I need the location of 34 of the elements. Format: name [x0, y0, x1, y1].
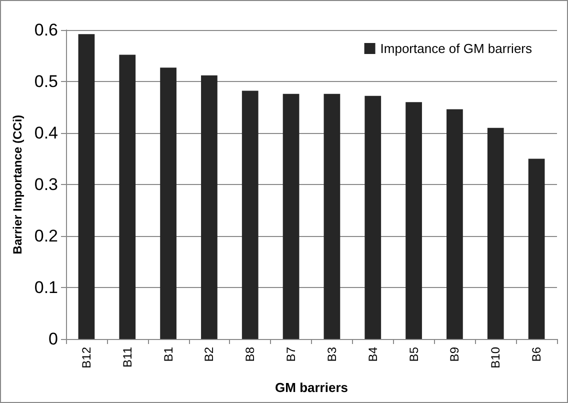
y-axis-title: Barrier Importance (CCi)	[10, 114, 24, 254]
x-axis-title: GM barriers	[275, 380, 348, 395]
bar	[201, 75, 218, 339]
bar	[446, 109, 463, 339]
x-tick-label: B8	[243, 346, 258, 362]
y-tick-label: 0.6	[34, 20, 58, 40]
bar	[242, 90, 258, 339]
bar	[406, 102, 422, 339]
y-tick-label: 0	[48, 330, 58, 348]
bar	[364, 96, 382, 339]
x-tick-label: B7	[284, 346, 298, 362]
legend-label: Importance of GM barriers	[380, 41, 532, 56]
x-tick-label: B5	[406, 346, 421, 362]
bar	[528, 158, 545, 339]
y-tick-label: 0.1	[34, 278, 58, 297]
x-tick-label: B1	[161, 346, 176, 362]
bar	[78, 34, 95, 339]
x-tick-label: B2	[202, 346, 216, 362]
x-tick-label: B11	[120, 346, 134, 368]
bar	[487, 128, 504, 339]
x-tick-label: B9	[448, 346, 462, 362]
x-tick-label: B3	[324, 346, 339, 362]
bar	[282, 94, 300, 339]
x-tick-label: B12	[79, 346, 94, 368]
y-tick-label: 0.4	[34, 124, 58, 142]
bar	[160, 68, 176, 339]
x-tick-label: B10	[488, 346, 503, 368]
x-tick-label: B4	[366, 346, 380, 362]
x-tick-label: B6	[530, 346, 544, 362]
bar	[324, 94, 340, 339]
y-tick-label: 0.3	[34, 175, 58, 194]
bar	[119, 54, 136, 339]
y-tick-label: 0.5	[34, 72, 58, 91]
y-tick-label: 0.2	[34, 226, 58, 246]
